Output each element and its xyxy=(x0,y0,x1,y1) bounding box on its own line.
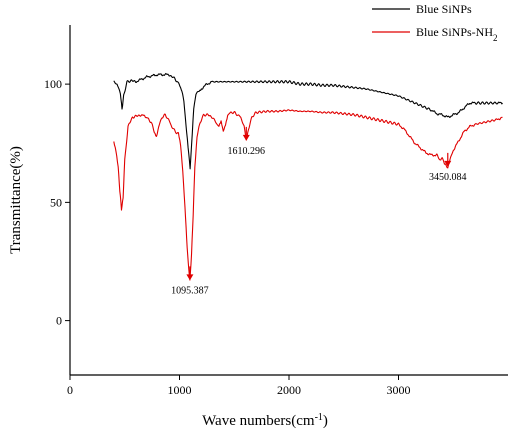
y-tick-label: 100 xyxy=(44,77,62,91)
annotation-arrow-head xyxy=(444,160,452,167)
x-tick-label: 0 xyxy=(67,383,73,397)
x-ticks: 0 1000 2000 3000 xyxy=(67,375,411,397)
annotation-arrow-head xyxy=(186,274,194,281)
series-line-1 xyxy=(113,109,503,281)
x-tick-label: 3000 xyxy=(387,383,411,397)
x-axis-title: Wave numbers(cm-1) xyxy=(202,412,328,430)
legend-label-blue-sinps-nh2: Blue SiNPs-NH2 xyxy=(416,25,498,43)
x-tick-label: 2000 xyxy=(277,383,301,397)
annotations-layer: 1095.387 1610.296 3450.084 xyxy=(171,126,467,296)
annotation-label: 3450.084 xyxy=(429,172,467,183)
annotation-label: 1095.387 xyxy=(171,285,209,296)
series-line-0 xyxy=(113,72,503,170)
series-layer xyxy=(113,72,503,281)
annotation-label: 1610.296 xyxy=(228,146,266,157)
legend: Blue SiNPs Blue SiNPs-NH2 xyxy=(372,2,498,43)
y-tick-label: 0 xyxy=(56,314,62,328)
legend-label-blue-sinps: Blue SiNPs xyxy=(416,2,472,16)
y-axis-title: Transmittance(%) xyxy=(8,146,24,254)
annotation-arrow-head xyxy=(242,134,250,141)
y-ticks: 0 50 100 xyxy=(44,77,70,328)
x-tick-label: 1000 xyxy=(168,383,192,397)
y-tick-label: 50 xyxy=(50,195,62,209)
